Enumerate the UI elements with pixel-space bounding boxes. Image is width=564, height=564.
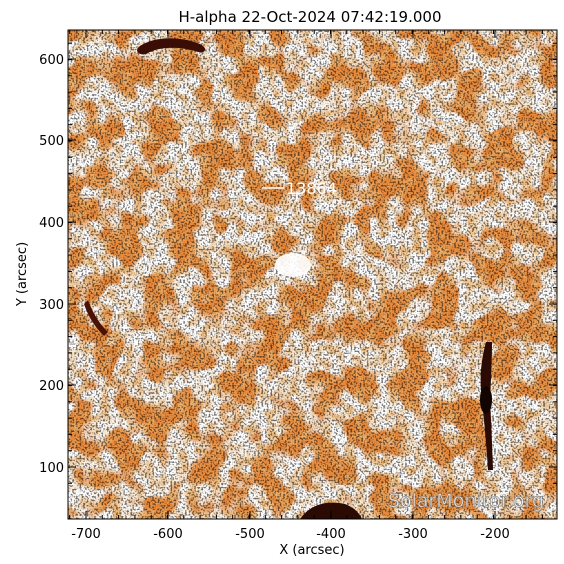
y-axis-label: Y (arcsec) <box>15 242 30 307</box>
x-tick-label: -500 <box>235 527 265 542</box>
region-label: 13864 <box>286 179 337 198</box>
x-tick-label: -400 <box>316 527 346 542</box>
axis-ticks <box>68 30 557 519</box>
filament-left <box>84 300 108 336</box>
dark-speckle <box>68 30 557 519</box>
solar-image: 13864 SolarMonitor.org <box>68 30 557 519</box>
x-axis-label: X (arcsec) <box>279 543 344 558</box>
filament-right-core <box>480 386 492 414</box>
watermark: SolarMonitor.org <box>388 490 544 512</box>
y-tick-label: 600 <box>39 53 64 68</box>
y-tick-label: 400 <box>39 216 64 231</box>
filament-bottom <box>300 502 362 519</box>
plot-frame <box>67 29 558 520</box>
filament-top <box>137 38 206 55</box>
x-tick-label: -200 <box>480 527 510 542</box>
y-tick-label: 300 <box>39 298 64 313</box>
y-tick-label: 100 <box>39 461 64 476</box>
plage-bright <box>275 253 311 277</box>
chart-title: H-alpha 22-Oct-2024 07:42:19.000 <box>178 8 441 26</box>
y-tick-label: 500 <box>39 134 64 149</box>
x-tick-label: -600 <box>153 527 183 542</box>
y-tick-label: 200 <box>39 379 64 394</box>
x-tick-label: -700 <box>71 527 101 542</box>
x-tick-label: -300 <box>398 527 428 542</box>
